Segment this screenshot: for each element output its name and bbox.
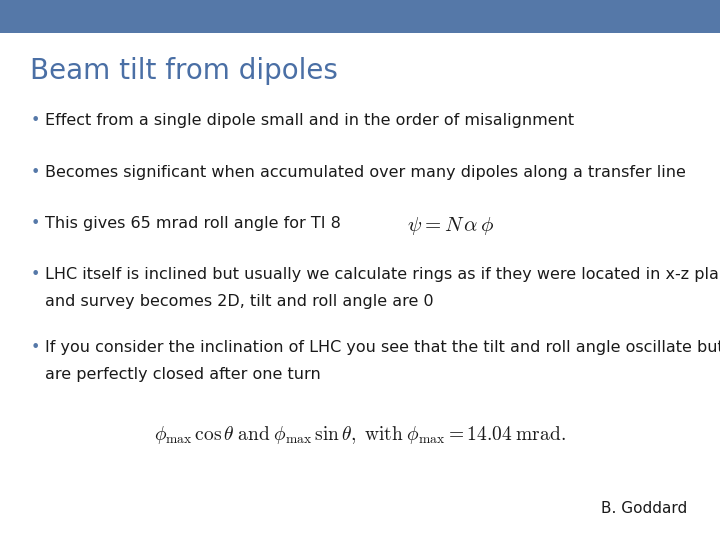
Text: $\phi_{\rm max}\,\cos\theta\;\mathrm{and}\;\phi_{\rm max}\,\sin\theta,\;\mathrm{: $\phi_{\rm max}\,\cos\theta\;\mathrm{and… <box>154 424 566 446</box>
Text: •: • <box>30 267 40 282</box>
Text: and survey becomes 2D, tilt and roll angle are 0: and survey becomes 2D, tilt and roll ang… <box>45 294 433 309</box>
Text: are perfectly closed after one turn: are perfectly closed after one turn <box>45 367 320 382</box>
Bar <box>0 0 720 33</box>
Text: •: • <box>30 113 40 129</box>
Text: •: • <box>30 165 40 180</box>
Text: Effect from a single dipole small and in the order of misalignment: Effect from a single dipole small and in… <box>45 113 574 129</box>
Text: •: • <box>30 216 40 231</box>
Text: Becomes significant when accumulated over many dipoles along a transfer line: Becomes significant when accumulated ove… <box>45 165 685 180</box>
Text: LHC itself is inclined but usually we calculate rings as if they were located in: LHC itself is inclined but usually we ca… <box>45 267 720 282</box>
Text: Beam tilt from dipoles: Beam tilt from dipoles <box>30 57 338 85</box>
Text: •: • <box>30 340 40 355</box>
Text: If you consider the inclination of LHC you see that the tilt and roll angle osci: If you consider the inclination of LHC y… <box>45 340 720 355</box>
Text: B. Goddard: B. Goddard <box>601 501 688 516</box>
Text: This gives 65 mrad roll angle for TI 8: This gives 65 mrad roll angle for TI 8 <box>45 216 341 231</box>
Text: $\psi = N \, \alpha \, \phi$: $\psi = N \, \alpha \, \phi$ <box>407 215 494 237</box>
